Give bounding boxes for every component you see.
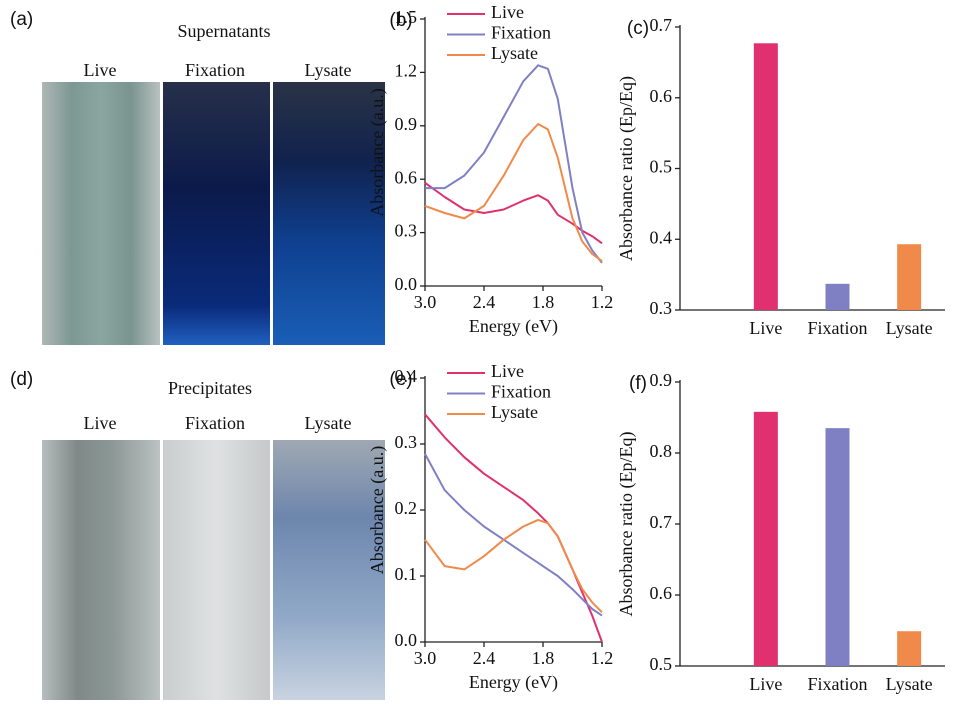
photo-fixation <box>163 82 270 345</box>
photo-title: Precipitates <box>168 378 252 398</box>
legend-label: Lysate <box>491 43 538 63</box>
bar <box>753 411 778 666</box>
line-series <box>424 181 603 245</box>
legend-label: Fixation <box>491 23 551 43</box>
y-tick-label: 0.5 <box>650 654 673 674</box>
panel-label: (a) <box>10 9 33 30</box>
y-tick-label: 0.6 <box>650 86 673 106</box>
x-tick-label: Lysate <box>886 318 933 338</box>
y-tick-label: 0.6 <box>395 167 418 187</box>
x-tick-label: 1.2 <box>591 648 614 668</box>
y-tick-label: 0.4 <box>395 366 418 386</box>
chart: (e) 0.0 0.1 0.2 0.3 0.4 Absorbance (a.u.) 3.0 2.… <box>367 361 613 693</box>
y-tick-label: 0.8 <box>650 441 673 461</box>
photo-column-label: Lysate <box>305 60 352 80</box>
line-series <box>424 123 603 262</box>
photo-live <box>42 82 160 345</box>
photo-lysate <box>273 82 385 345</box>
y-tick-label: 0.7 <box>650 15 673 35</box>
y-tick-label: 0.9 <box>395 114 418 134</box>
x-tick-label: 1.8 <box>532 292 555 312</box>
y-tick-label: 0.6 <box>650 583 673 603</box>
legend-label: Fixation <box>491 382 551 402</box>
chart: (b) 0.0 0.3 0.6 0.9 1.2 1.5 Absorbance (a.u.) 3.… <box>367 2 613 337</box>
panel-label: (d) <box>10 369 33 390</box>
bar <box>825 428 850 666</box>
x-tick-label: 2.4 <box>473 648 496 668</box>
y-tick-label: 0.3 <box>395 432 418 452</box>
y-tick-label: 0.3 <box>650 298 673 318</box>
y-tick-label: 0.7 <box>650 512 673 532</box>
x-tick-label: Live <box>749 318 782 338</box>
photo-live <box>42 440 160 700</box>
y-tick-label: 0.1 <box>395 564 418 584</box>
bar <box>753 43 778 311</box>
chart: (f) 0.5 0.6 0.7 0.8 0.9 Absorbance ratio (Ep/E… <box>616 370 945 694</box>
photo-column-label: Live <box>84 60 117 80</box>
x-tick-label: 1.2 <box>591 292 614 312</box>
photo-lysate <box>273 440 385 700</box>
legend-label: Live <box>491 361 524 381</box>
y-tick-label: 0.0 <box>395 630 418 650</box>
y-tick-label: 0.9 <box>650 370 673 390</box>
chart: (c) 0.3 0.4 0.5 0.6 0.7 Absorbance ratio (Ep/E… <box>616 15 945 338</box>
photo-panel: (a) Supernatants Live Fixation Lysate <box>10 9 385 345</box>
photo-fixation <box>163 440 270 700</box>
y-tick-label: 1.2 <box>395 61 418 81</box>
x-tick-label: Fixation <box>807 318 867 338</box>
photo-column-label: Fixation <box>185 60 245 80</box>
photo-column-label: Fixation <box>185 413 245 433</box>
x-tick-label: Live <box>749 674 782 694</box>
y-axis-label: Absorbance ratio (Ep/Eq) <box>616 432 637 617</box>
legend-label: Live <box>491 2 524 22</box>
line-series <box>424 518 603 614</box>
photo-column-label: Live <box>84 413 117 433</box>
y-tick-label: 1.5 <box>395 7 418 27</box>
x-tick-label: 3.0 <box>414 648 437 668</box>
x-tick-label: 2.4 <box>473 292 496 312</box>
bar <box>897 244 922 310</box>
y-axis-label: Absorbance (a.u.) <box>367 88 388 216</box>
x-tick-label: 3.0 <box>414 292 437 312</box>
y-axis-label: Absorbance ratio (Ep/Eq) <box>616 76 637 261</box>
x-tick-label: Fixation <box>807 674 867 694</box>
photo-title: Supernatants <box>178 21 271 41</box>
line-series <box>424 413 603 643</box>
x-tick-label: Lysate <box>886 674 933 694</box>
y-tick-label: 0.3 <box>395 221 418 241</box>
panel-label: (b) <box>389 10 412 31</box>
line-series <box>424 453 603 617</box>
x-axis-label: Energy (eV) <box>469 316 558 337</box>
y-tick-label: 0.5 <box>650 157 673 177</box>
x-tick-label: 1.8 <box>532 648 555 668</box>
y-tick-label: 0.4 <box>650 227 673 247</box>
panel-label: (e) <box>389 369 412 390</box>
y-tick-label: 0.2 <box>395 498 418 518</box>
bar <box>897 631 922 666</box>
x-axis-label: Energy (eV) <box>469 672 558 693</box>
y-tick-label: 0.0 <box>395 274 418 294</box>
photo-column-label: Lysate <box>305 413 352 433</box>
panel-label: (c) <box>627 18 649 39</box>
photo-panel: (d) Precipitates Live Fixation Lysate <box>10 369 385 700</box>
bar <box>825 283 850 310</box>
y-axis-label: Absorbance (a.u.) <box>367 446 388 574</box>
panel-label: (f) <box>629 373 647 394</box>
legend-label: Lysate <box>491 402 538 422</box>
line-series <box>425 64 603 264</box>
